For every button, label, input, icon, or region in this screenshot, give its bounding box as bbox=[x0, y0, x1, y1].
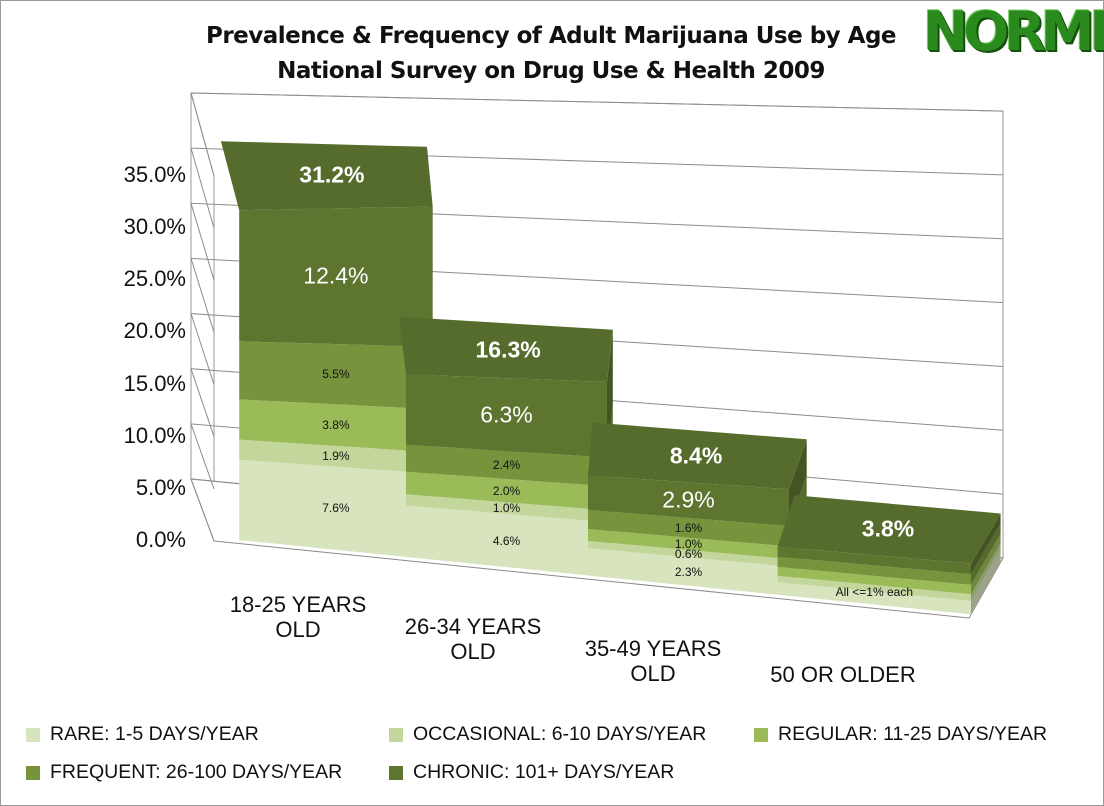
total-label: 31.2% bbox=[299, 161, 365, 188]
bar-segment bbox=[406, 444, 607, 487]
bar-segment bbox=[239, 206, 433, 347]
segment-label: 12.4% bbox=[303, 262, 369, 289]
y-tick-label: 10.0% bbox=[123, 422, 186, 448]
bar-top bbox=[588, 422, 807, 490]
x-category-label: 18-25 YEARS OLD bbox=[229, 592, 367, 642]
legend-item: CHRONIC: 101+ DAYS/YEAR bbox=[389, 761, 674, 784]
gridline bbox=[190, 147, 1004, 229]
bar-segment-side bbox=[971, 523, 1001, 585]
gridline bbox=[190, 313, 1004, 385]
segment-label: 2.0% bbox=[492, 483, 521, 498]
segment-label: 1.6% bbox=[674, 520, 703, 535]
legend-item: OCCASIONAL: 6-10 DAYS/YEAR bbox=[389, 723, 706, 746]
chart-subtitle: National Survey on Drug Use & Health 200… bbox=[277, 58, 825, 84]
bar-segment bbox=[406, 471, 607, 511]
bar-segment bbox=[588, 509, 789, 547]
total-label: 3.8% bbox=[861, 515, 915, 542]
x-category-label: 50 OR OLDER bbox=[770, 662, 916, 687]
segment-label: 2.9% bbox=[662, 486, 715, 513]
bar-segment bbox=[588, 475, 789, 527]
y-tick-label: 30.0% bbox=[123, 214, 186, 240]
legend-label: REGULAR: 11-25 DAYS/YEAR bbox=[778, 723, 1048, 745]
bar-segment bbox=[777, 566, 971, 595]
bar-segment bbox=[406, 374, 607, 458]
bar-segment bbox=[406, 505, 607, 578]
bar-segment bbox=[777, 556, 971, 585]
y-tick-label: 25.0% bbox=[123, 266, 186, 292]
segment-label: 0.6% bbox=[674, 546, 703, 561]
legend-label: RARE: 1-5 DAYS/YEAR bbox=[50, 723, 259, 745]
gridline bbox=[190, 202, 1004, 281]
segment-label: 1.9% bbox=[322, 449, 350, 464]
legend-item: REGULAR: 11-25 DAYS/YEAR bbox=[754, 723, 1047, 746]
bar-segment-side bbox=[971, 513, 1001, 575]
annotation-label: All <=1% each bbox=[835, 584, 913, 599]
legend-label: CHRONIC: 101+ DAYS/YEAR bbox=[413, 761, 675, 783]
bar-segment bbox=[588, 548, 789, 596]
y-tick-label: 20.0% bbox=[123, 318, 186, 344]
legend-swatch bbox=[26, 765, 40, 780]
legend-swatch bbox=[754, 727, 768, 742]
bar-segment-side bbox=[971, 534, 1001, 595]
bar-segment bbox=[239, 399, 433, 453]
segment-label: 1.0% bbox=[674, 536, 703, 551]
chart-title: Prevalence & Frequency of Adult Marijuan… bbox=[205, 23, 897, 49]
bar-segment bbox=[239, 459, 433, 560]
bar-top bbox=[220, 141, 433, 211]
gridline bbox=[190, 368, 1004, 437]
y-tick-label: 15.0% bbox=[123, 370, 186, 396]
bar-segment bbox=[777, 582, 971, 615]
segment-label: 3.8% bbox=[322, 418, 350, 433]
segment-label: 6.3% bbox=[480, 401, 533, 428]
bar-segment bbox=[777, 575, 971, 601]
segment-label: 2.4% bbox=[492, 458, 521, 473]
legend-item: RARE: 1-5 DAYS/YEAR bbox=[26, 723, 259, 746]
norml-logo: NORML bbox=[923, 0, 1104, 63]
segment-label: 2.3% bbox=[674, 564, 703, 579]
segment-label: 1.0% bbox=[492, 501, 521, 515]
legend-swatch bbox=[389, 765, 403, 780]
bar-segment-side bbox=[971, 549, 1001, 615]
x-category-label: 35-49 YEARS OLD bbox=[584, 636, 722, 686]
y-tick-label: 35.0% bbox=[123, 161, 186, 187]
bar-segment bbox=[588, 529, 789, 560]
bar-segment bbox=[406, 494, 607, 523]
y-tick-label: 5.0% bbox=[135, 474, 186, 500]
legend: RARE: 1-5 DAYS/YEAR OCCASIONAL: 6-10 DAYS… bbox=[21, 719, 1101, 799]
legend-swatch bbox=[26, 727, 40, 742]
legend-label: OCCASIONAL: 6-10 DAYS/YEAR bbox=[413, 723, 707, 745]
x-category-label: 26-34 YEARS OLD bbox=[404, 614, 542, 664]
bar-segment bbox=[239, 341, 433, 410]
segment-label: 7.6% bbox=[322, 501, 350, 516]
gridline bbox=[190, 92, 1004, 177]
bar-top bbox=[777, 495, 1001, 564]
bar-segment bbox=[239, 439, 433, 474]
segment-label: 5.5% bbox=[322, 367, 350, 382]
total-label: 8.4% bbox=[669, 442, 723, 469]
bar-segment bbox=[588, 540, 789, 567]
bar-segment bbox=[777, 546, 971, 575]
y-tick-label: 0.0% bbox=[135, 527, 186, 552]
gridline bbox=[190, 257, 1004, 333]
legend-item: FREQUENT: 26-100 DAYS/YEAR bbox=[26, 761, 342, 784]
legend-swatch bbox=[389, 727, 403, 742]
bar-segment-side bbox=[971, 543, 1001, 601]
total-label: 16.3% bbox=[475, 336, 541, 363]
legend-label: FREQUENT: 26-100 DAYS/YEAR bbox=[50, 761, 343, 783]
segment-label: 4.6% bbox=[492, 533, 521, 548]
bar-top bbox=[398, 316, 613, 382]
